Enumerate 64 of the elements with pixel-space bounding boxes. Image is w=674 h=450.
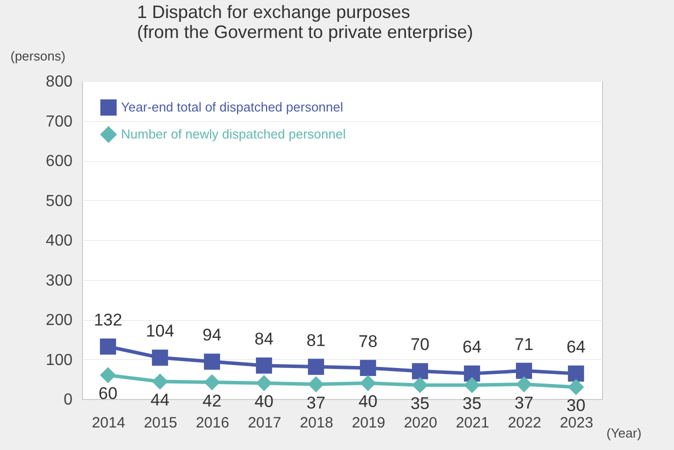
data-label: 37 <box>306 393 326 412</box>
point <box>256 375 272 392</box>
y-tick-label: 500 <box>46 192 73 210</box>
y-axis-title: (persons) <box>10 48 66 64</box>
x-tick-label: 2019 <box>352 414 386 432</box>
data-label: 60 <box>98 384 118 404</box>
point <box>100 338 116 355</box>
legend-label: Year-end total of dispatched personnel <box>121 100 344 114</box>
x-tick-label: 2016 <box>196 414 230 432</box>
y-tick-label: 600 <box>46 153 73 170</box>
point <box>568 366 584 382</box>
data-label: 78 <box>358 332 378 351</box>
y-tick-label: 0 <box>64 392 73 408</box>
point <box>204 374 220 390</box>
y-tick-label: 700 <box>46 113 73 130</box>
data-label: 30 <box>566 396 586 416</box>
x-tick-label: 2020 <box>404 414 438 432</box>
point <box>516 376 532 392</box>
data-label: 40 <box>254 392 274 412</box>
data-label: 84 <box>254 330 274 349</box>
point <box>412 377 428 394</box>
x-tick-label: 2015 <box>144 414 178 432</box>
y-tick-label: 100 <box>46 352 73 369</box>
point <box>412 363 428 380</box>
data-label: 40 <box>358 392 378 412</box>
point <box>152 350 168 366</box>
data-label: 64 <box>462 338 482 357</box>
x-axis-title: (Year) <box>606 426 642 440</box>
data-label: 44 <box>150 390 170 410</box>
point <box>152 373 168 390</box>
data-label: 81 <box>306 330 326 350</box>
legend-label: Number of newly dispatched personnel <box>121 126 346 142</box>
x-tick-label: 2017 <box>248 414 282 432</box>
x-tick-label: 2023 <box>560 414 594 432</box>
data-label: 94 <box>202 326 222 345</box>
x-tick-label: 2022 <box>508 414 542 432</box>
point <box>204 354 220 370</box>
point <box>308 358 324 375</box>
point <box>100 367 116 384</box>
point <box>308 376 324 392</box>
data-label: 42 <box>202 391 222 410</box>
point <box>256 358 272 374</box>
data-label: 35 <box>462 394 482 414</box>
data-label: 70 <box>410 335 430 354</box>
data-label: 35 <box>410 394 430 414</box>
y-tick-label: 200 <box>46 312 73 329</box>
point <box>516 362 532 379</box>
data-label: 37 <box>514 393 534 412</box>
data-label: 132 <box>94 310 122 330</box>
point <box>464 366 480 382</box>
point <box>360 375 376 392</box>
data-label: 71 <box>514 334 534 354</box>
point <box>464 377 480 394</box>
point <box>360 360 376 376</box>
y-tick-label: 300 <box>46 272 73 290</box>
point <box>568 379 584 396</box>
x-tick-label: 2018 <box>300 414 334 432</box>
x-tick-label: 2021 <box>456 414 490 432</box>
y-tick-label: 800 <box>46 74 73 90</box>
data-label: 104 <box>146 322 174 341</box>
x-tick-label: 2014 <box>92 414 126 432</box>
chart-title: 1 Dispatch for exchange purposes (from the Goverment to private enterprise) <box>137 2 474 42</box>
data-label: 64 <box>566 338 586 357</box>
y-tick-label: 400 <box>46 232 73 250</box>
